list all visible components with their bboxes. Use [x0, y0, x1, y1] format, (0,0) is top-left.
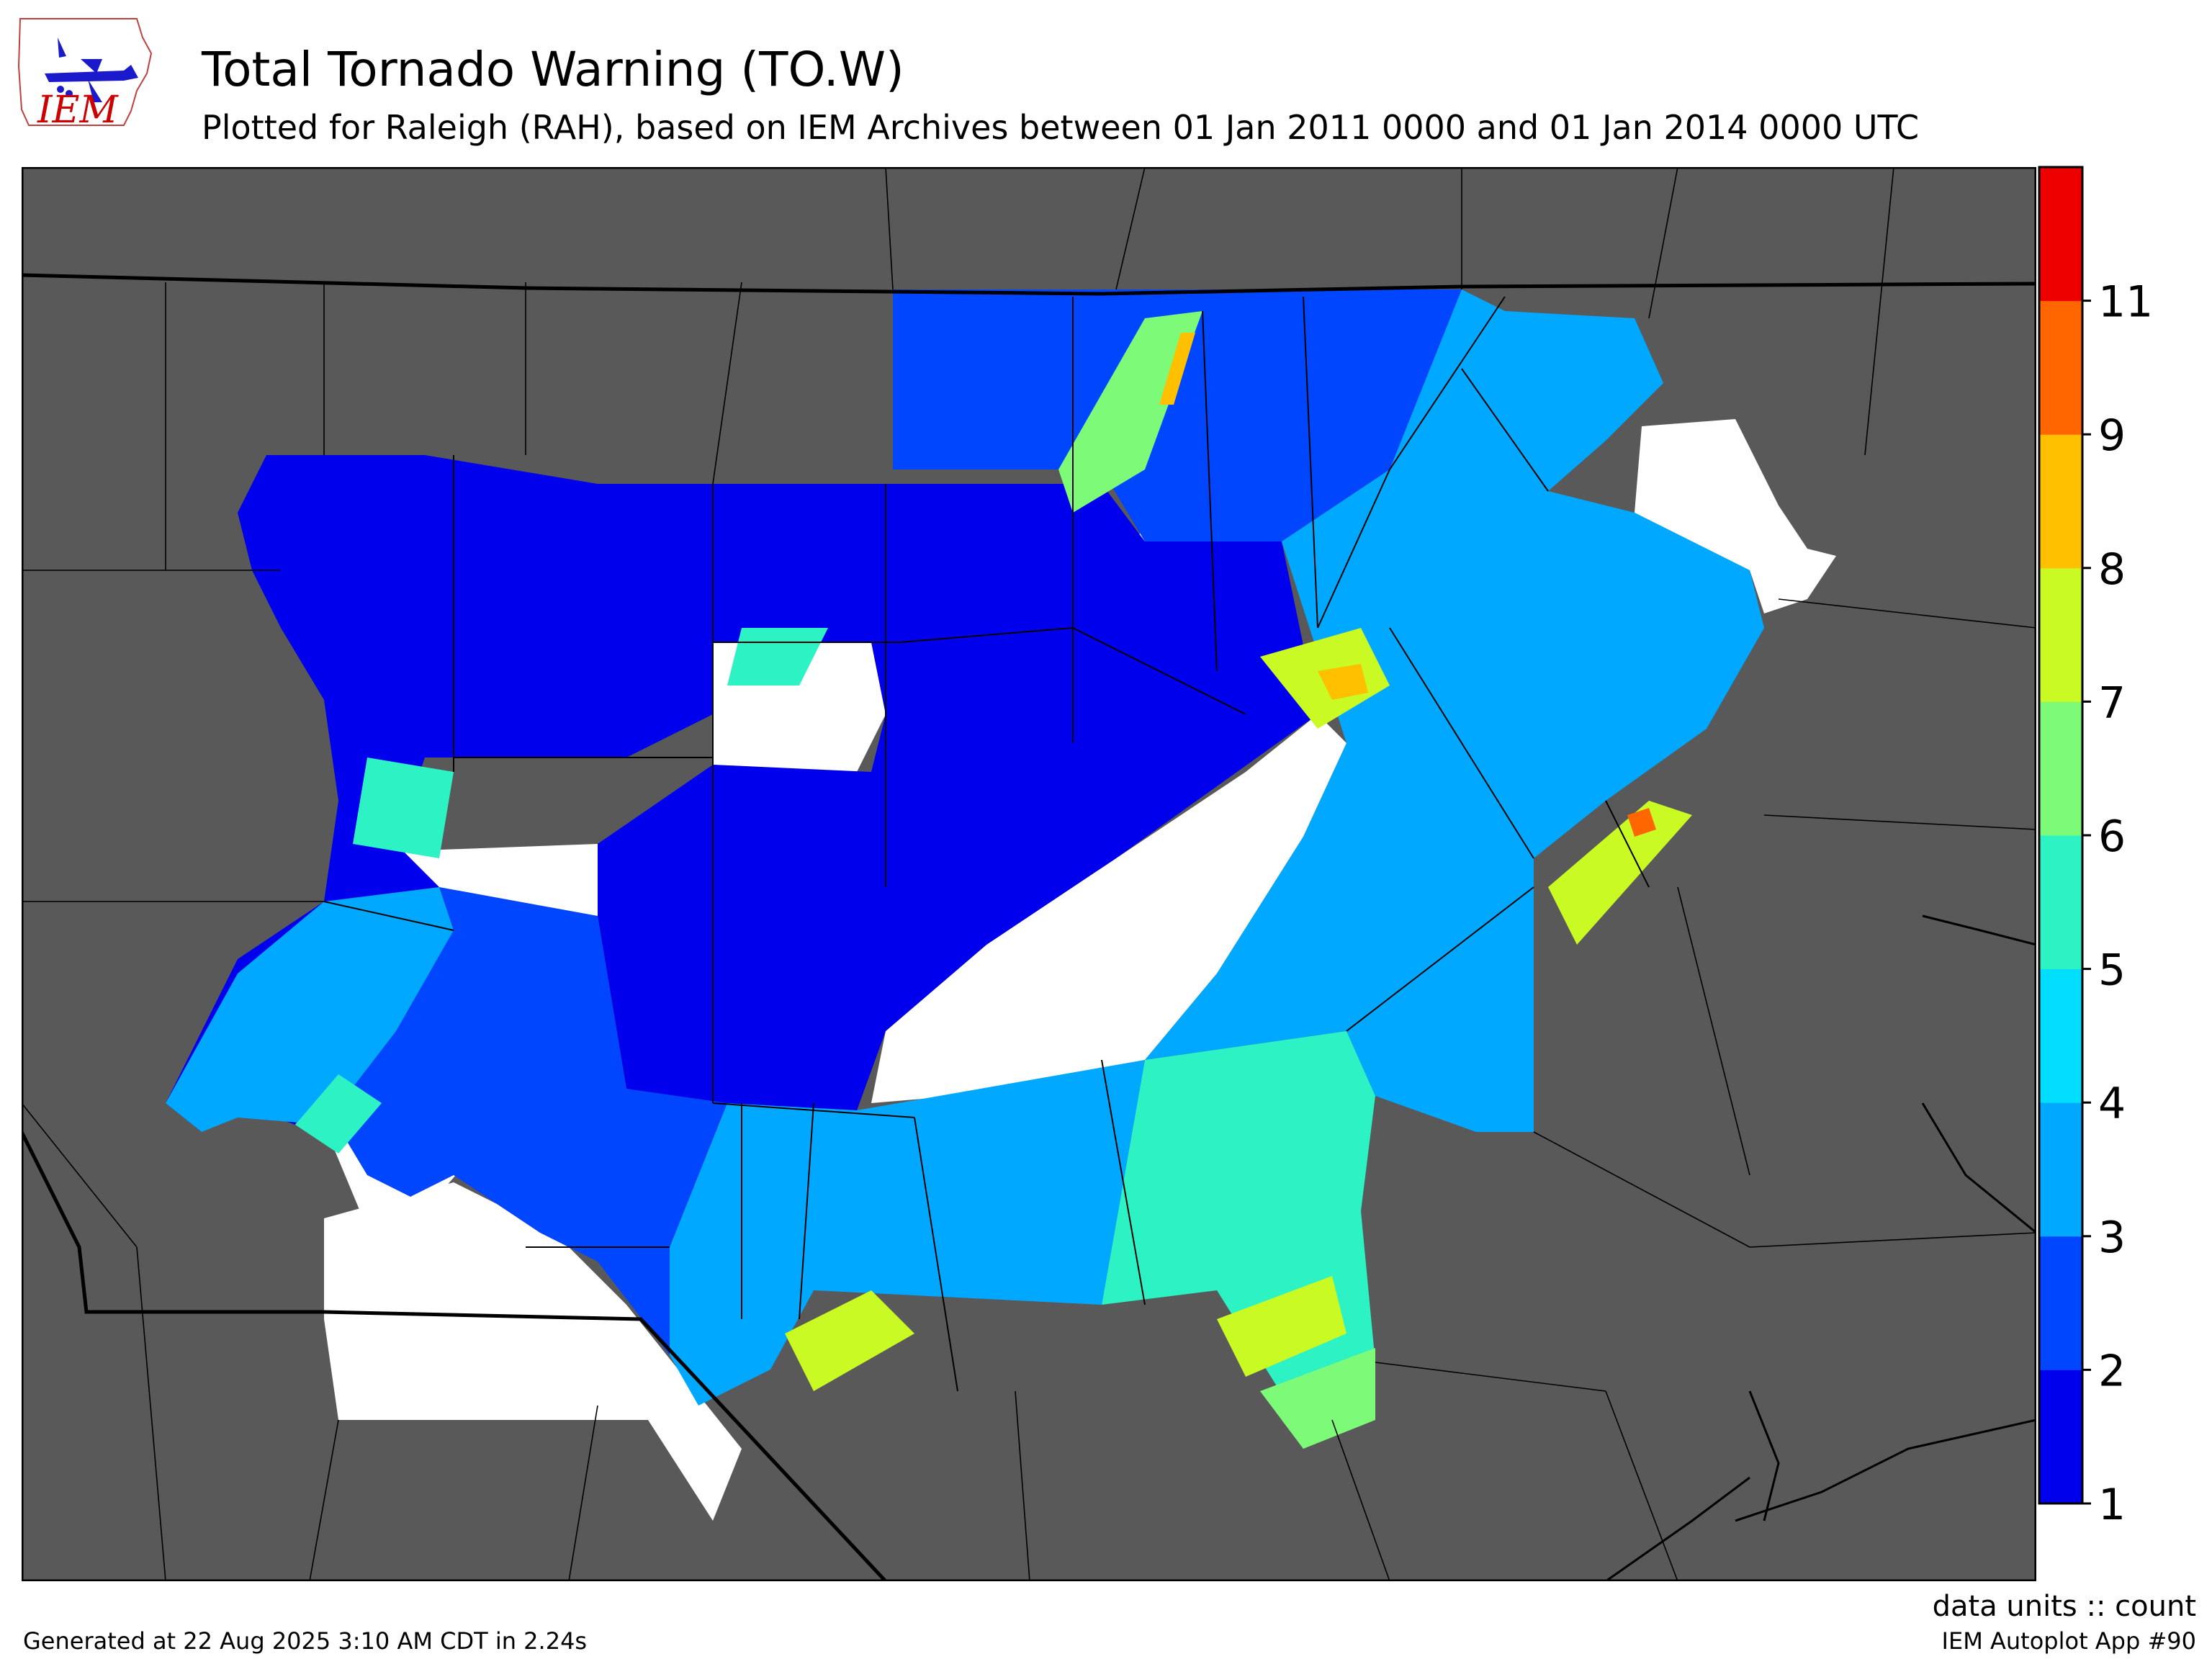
legend-bins [2039, 167, 2082, 1504]
airplane-icon [45, 37, 138, 102]
region-east [1145, 469, 1764, 1132]
legend-tick-label: 3 [2098, 1213, 2126, 1263]
coastline [1605, 914, 2036, 1581]
legend-tick-label: 9 [2098, 410, 2126, 461]
legend-tick-label: 7 [2098, 678, 2126, 728]
chart-title: Total Tornado Warning (TO.W) [202, 42, 904, 97]
region-northeast [1390, 289, 1663, 498]
county-boundaries [323, 296, 1650, 1392]
legend-bin [2039, 1236, 2082, 1370]
warning-hotspots [295, 311, 1692, 1449]
legend-bin [2039, 701, 2082, 836]
legend-tick-label: 8 [2098, 544, 2126, 595]
region-southwest [324, 887, 727, 1355]
legend-tick-label: 4 [2098, 1079, 2126, 1129]
warning-coverage [166, 289, 1764, 1449]
legend-tick-label: 1 [2098, 1480, 2126, 1519]
units-label: data units :: count [1932, 1590, 2196, 1623]
legend-colorbar: 1 2 3 4 5 6 7 8 9 11 [2038, 166, 2153, 1519]
warning-count-map [22, 167, 2036, 1581]
legend-tick-label: 11 [2098, 277, 2153, 328]
legend-tick-label: 6 [2098, 811, 2126, 862]
legend-tick-label: 5 [2098, 945, 2126, 996]
outer-county-lines [22, 167, 2036, 1581]
app-credit: IEM Autoplot App #90 [1941, 1627, 2196, 1655]
map-frame [22, 167, 2036, 1581]
legend-bin [2039, 1102, 2082, 1237]
region-south [670, 1060, 1145, 1406]
generated-timestamp: Generated at 22 Aug 2025 3:10 AM CDT in … [23, 1627, 588, 1655]
legend-bin [2039, 835, 2082, 970]
legend-bin [2039, 167, 2082, 302]
legend-bin [2039, 300, 2082, 435]
legend-ticks: 1 2 3 4 5 6 7 8 9 11 [2082, 277, 2153, 1519]
region-far-west [166, 887, 454, 1132]
legend-bin [2039, 968, 2082, 1103]
chart-subtitle: Plotted for Raleigh (RAH), based on IEM … [202, 108, 1920, 147]
legend-bin [2039, 434, 2082, 569]
region-north [893, 289, 1462, 541]
logo-text: IEM [37, 89, 120, 131]
iem-logo: IEM [17, 18, 153, 131]
state-boundaries [22, 273, 2036, 1581]
legend-tick-label: 2 [2098, 1346, 2126, 1396]
legend-bin [2039, 567, 2082, 702]
legend-bin [2039, 1370, 2082, 1504]
